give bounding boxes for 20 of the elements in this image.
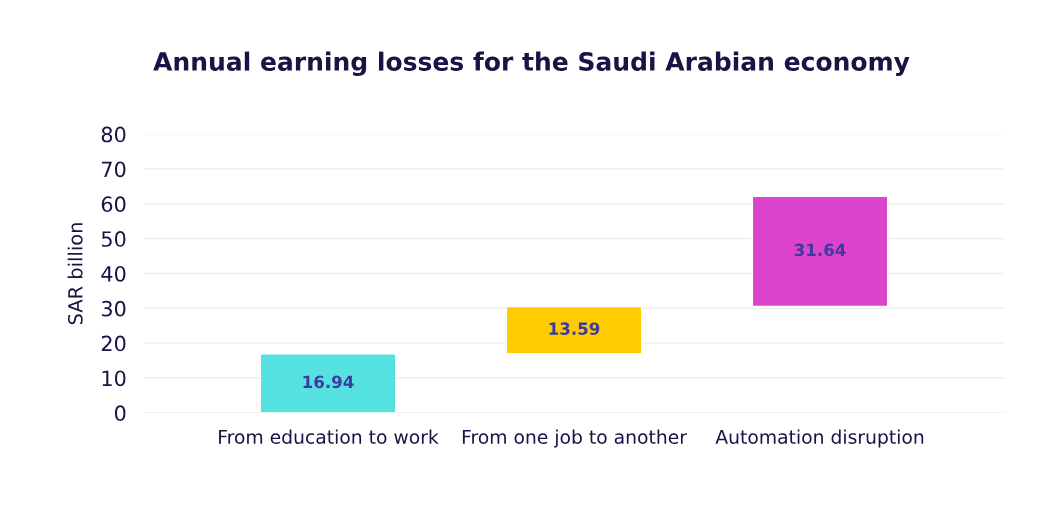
data-label: 31.64 [794,243,846,257]
data-label: 16.94 [303,375,354,389]
y-tick-label: 0 [114,405,126,422]
y-tick-label: 50 [101,231,126,247]
y-tick-label: 80 [101,126,126,143]
y-tick-label: 20 [101,335,126,352]
data-label: 13.59 [549,322,600,335]
y-tick-label: 30 [101,300,126,317]
bar [505,305,643,355]
x-tick-label: Automation disruption [715,429,924,448]
bar [751,195,889,308]
y-tick-label: 40 [101,265,126,282]
bar [259,353,397,413]
y-tick-label: 60 [101,196,126,213]
x-tick-label: From one job to another [462,429,687,448]
y-axis-title: SAR billion [67,223,83,325]
x-tick-label: From education to work [219,429,439,444]
chart-title: Annual earning losses for the Saudi Arabian economy [153,51,910,76]
y-tick-label: 70 [102,161,126,178]
y-tick-label: 10 [102,370,126,387]
